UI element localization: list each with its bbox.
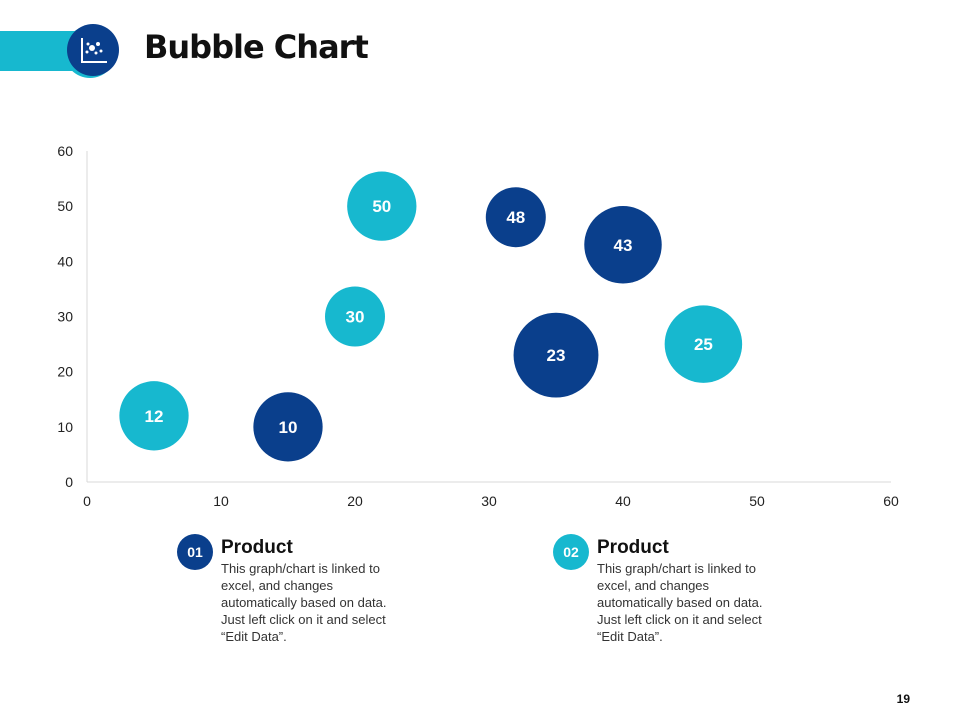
x-tick-label: 40 [615,493,631,509]
legend-number-badge: 02 [553,534,589,570]
bubble-data-label: 43 [614,236,633,255]
bubble-data-label: 30 [346,308,365,327]
x-tick-label: 30 [481,493,497,509]
bubble [325,286,385,347]
y-tick-label: 0 [65,474,73,490]
bubble-data-label: 50 [372,197,391,216]
y-tick-label: 30 [57,309,73,325]
bubble-chart-icon [67,24,119,76]
page-title: Bubble Chart [144,28,369,66]
bubble-chart: 0 10 20 30 40 50 60 0 10 20 30 40 50 60 10 48 23 43 12 30 50… [57,143,899,509]
x-tick-label: 20 [347,493,363,509]
x-tick-label: 0 [83,493,91,509]
bubble-data-label: 25 [694,335,713,354]
legend-description: This graph/chart is linked to excel, and… [597,561,763,644]
bubble [485,187,546,248]
legend-number-badge: 01 [177,534,213,570]
bubble [347,171,417,241]
y-tick-label: 50 [57,198,73,214]
bubble [513,312,599,398]
bubble-data-label: 23 [547,346,566,365]
bubble-data-label: 12 [145,407,164,426]
bubble [253,392,323,462]
y-tick-label: 60 [57,143,73,159]
bubble-data-label: 10 [279,418,298,437]
bubble-data-label: 48 [506,208,525,227]
bubble [584,206,662,284]
y-tick-label: 40 [57,253,73,269]
bubble [664,305,743,383]
x-tick-label: 50 [749,493,765,509]
legend-title: Product [221,537,293,558]
y-tick-label: 20 [57,364,73,380]
page-number: 19 [896,692,910,706]
x-tick-label: 10 [213,493,229,509]
y-tick-label: 10 [57,419,73,435]
legend-title: Product [597,537,669,558]
bubble [119,381,189,451]
legend-description: This graph/chart is linked to excel, and… [221,561,387,644]
x-tick-label: 60 [883,493,899,509]
